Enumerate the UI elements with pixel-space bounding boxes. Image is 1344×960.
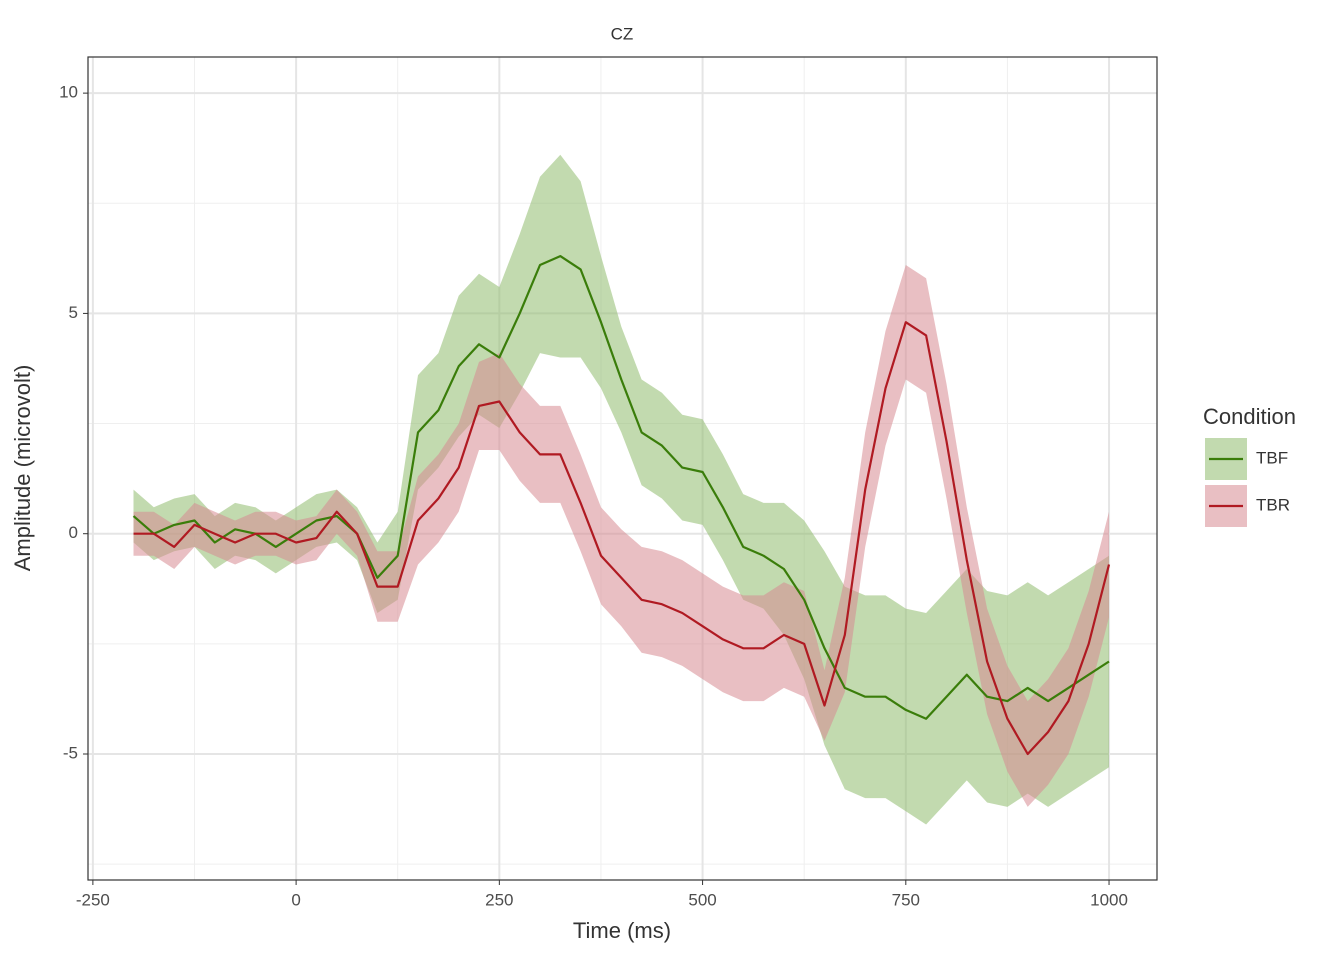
ribbon [133,154,1109,825]
chart-title: CZ [611,24,634,43]
y-tick-label: 5 [69,303,78,322]
legend-label: TBR [1256,495,1290,514]
line [133,321,1111,756]
y-tick-label: 10 [59,83,78,102]
x-tick-label: 0 [291,890,300,909]
legend-title: Condition [1203,404,1296,429]
y-axis-title: Amplitude (microvolt) [10,365,35,572]
x-tick-label: 750 [892,890,920,909]
x-axis-title: Time (ms) [573,918,671,943]
ribbon [133,265,1109,807]
x-tick-label: 1000 [1090,890,1128,909]
x-tick-label: 250 [485,890,513,909]
x-tick-label: 500 [688,890,716,909]
y-tick-label: -5 [63,743,78,762]
x-tick-label: -250 [76,890,110,909]
y-tick-label: 0 [69,523,78,542]
plot-border [87,56,1158,881]
legend-label: TBF [1256,448,1288,467]
line [132,255,1110,720]
